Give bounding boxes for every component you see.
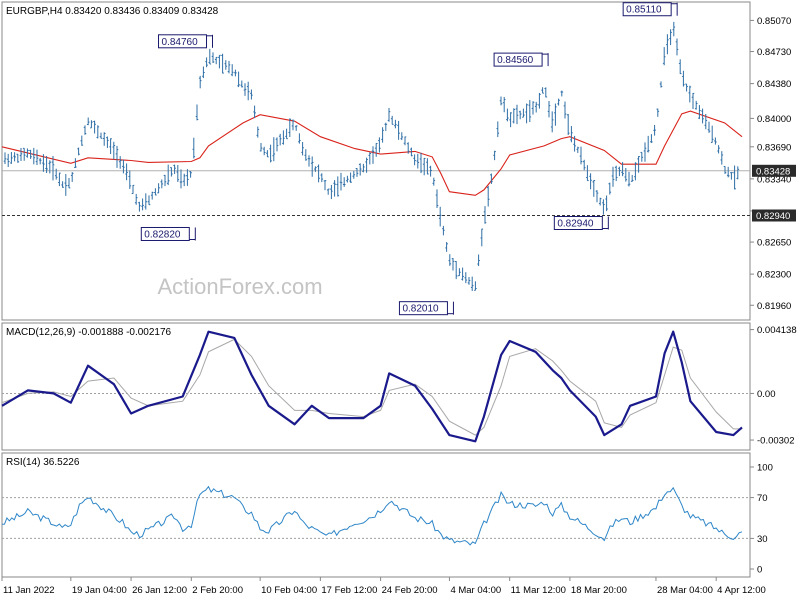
macd-panel-title: MACD(12,26,9) -0.001888 -0.002176 [6, 327, 172, 338]
price-y-tick-label: 0.84380 [757, 79, 791, 90]
macd-layer [1, 330, 750, 443]
x-tick-label: 4 Apr 12:00 [717, 585, 766, 596]
rsi-y-tick-label: 30 [757, 534, 768, 545]
swing-label: 0.82820 [144, 229, 181, 240]
price-y-tick-label: 0.84730 [757, 47, 791, 58]
rsi-line [1, 485, 743, 546]
price-panel-frame [1, 1, 751, 321]
rsi-panel-title: RSI(14) 36.5226 [6, 457, 80, 468]
swing-label-box [553, 215, 603, 230]
price-y-axis: 0.85070 0.84730 0.84380 0.84000 0.83690 0.833… [750, 16, 796, 312]
x-tick-label: 24 Feb 20:00 [382, 585, 438, 596]
x-axis: 11 Jan 2022 19 Jan 04:00 26 Jan 12:00 2 Feb… [1, 577, 766, 596]
x-tick-label: 11 Jan 2022 [3, 585, 55, 596]
watermark: ActionForex.com [157, 274, 322, 299]
swing-label: 0.82940 [557, 218, 594, 229]
swing-label-box [158, 34, 208, 49]
x-tick-label: 18 Mar 20:00 [571, 585, 627, 596]
rsi-y-tick-label: 0 [757, 565, 762, 576]
price-panel-title: EURGBP,H4 0.83420 0.83436 0.83409 0.8342… [6, 6, 219, 17]
rsi-y-axis: 100 70 30 0 [750, 463, 773, 576]
swing-label-box [493, 52, 543, 67]
swing-label-box [398, 301, 448, 316]
price-y-tick-label: 0.81960 [757, 301, 791, 312]
support-price-tag: 0.82940 [756, 211, 790, 222]
x-tick-label: 11 Mar 12:00 [511, 585, 566, 596]
x-tick-label: 4 Mar 04:00 [450, 585, 501, 596]
price-y-tick-label: 0.84000 [757, 114, 791, 125]
price-y-tick-label: 0.82300 [757, 270, 791, 281]
macd-main-line [1, 330, 743, 443]
rsi-layer [1, 485, 750, 546]
macd-y-tick-label: 0.00 [757, 389, 776, 400]
price-y-tick-label: 0.85070 [757, 16, 791, 27]
price-y-tick-label: 0.82650 [757, 238, 791, 249]
x-tick-label: 28 Mar 04:00 [657, 585, 713, 596]
swing-label: 0.82010 [402, 304, 439, 315]
current-price-tag: 0.83428 [756, 166, 790, 177]
x-tick-label: 17 Feb 12:00 [321, 585, 377, 596]
price-y-tick-label: 0.83340 [757, 174, 791, 185]
swing-label: 0.84760 [162, 37, 199, 48]
moving-average-line [1, 110, 743, 196]
current-price-tag-box [752, 164, 796, 177]
swing-label-box [622, 2, 672, 17]
x-tick-label: 26 Jan 12:00 [132, 585, 187, 596]
macd-y-tick-label: 0.004138 [757, 325, 797, 336]
macd-y-axis: 0.004138 0.00 -0.00302 [750, 325, 797, 447]
price-y-tick-label: 0.83690 [757, 142, 791, 153]
x-tick-label: 2 Feb 20:00 [192, 585, 243, 596]
price-bars-layer [3, 21, 740, 291]
macd-y-tick-label: -0.00302 [757, 436, 795, 447]
swing-label: 0.85110 [626, 5, 662, 16]
price-annotations-layer: 0.84760 0.82820 0.82010 0.84560 0.82940 0.851… [140, 2, 678, 316]
macd-panel-frame [1, 322, 751, 451]
ma-layer [1, 110, 743, 196]
rsi-y-tick-label: 100 [757, 463, 773, 474]
rsi-y-tick-label: 70 [757, 493, 768, 504]
swing-label-box [140, 226, 190, 241]
x-tick-label: 10 Feb 04:00 [261, 585, 317, 596]
support-price-tag-box [752, 209, 796, 222]
x-tick-label: 19 Jan 04:00 [72, 585, 127, 596]
swing-label: 0.84560 [497, 55, 534, 66]
